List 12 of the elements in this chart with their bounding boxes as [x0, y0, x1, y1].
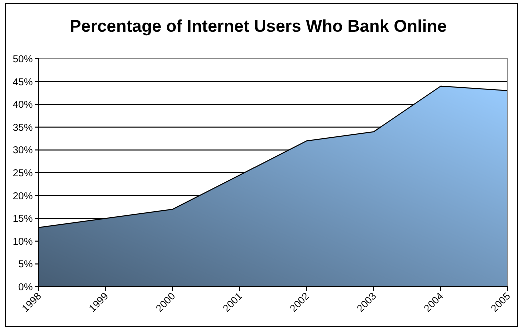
chart-title: Percentage of Internet Users Who Bank Online [70, 17, 447, 36]
y-tick-label: 50% [12, 54, 34, 66]
y-tick-label: 30% [12, 146, 34, 157]
y-tick-label: 25% [12, 168, 34, 180]
y-tick-label: 45% [12, 77, 34, 88]
y-tick-label: 40% [12, 100, 34, 112]
y-tick-label: 15% [12, 214, 34, 226]
y-tick-label: 0% [18, 282, 34, 294]
y-tick-label: 10% [12, 236, 34, 248]
y-tick-label: 5% [18, 260, 34, 271]
y-tick-label: 35% [12, 122, 34, 134]
y-tick-label: 20% [12, 191, 34, 202]
